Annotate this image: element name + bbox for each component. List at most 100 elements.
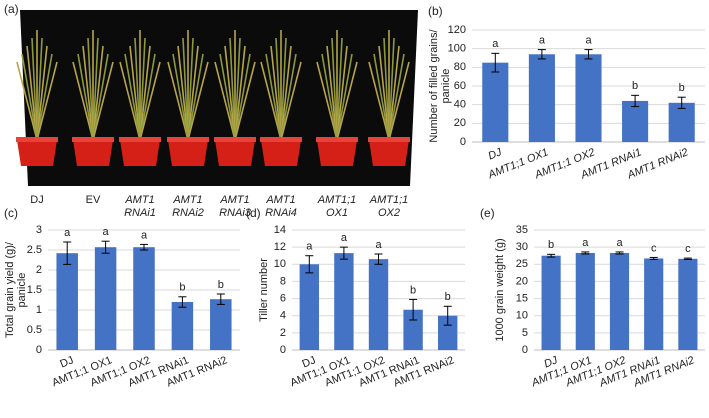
significance-letter: a	[492, 38, 499, 50]
leaf	[219, 53, 236, 141]
leaf	[87, 37, 94, 141]
y-tick-label: 0	[460, 136, 466, 148]
bar	[133, 247, 155, 350]
leaf	[31, 37, 38, 141]
significance-letter: a	[103, 226, 110, 238]
bar	[678, 258, 698, 350]
leaf	[280, 45, 292, 141]
y-tick-label: 6	[280, 292, 286, 304]
significance-letter: a	[585, 35, 592, 47]
y-tick-label: 120	[448, 24, 466, 36]
leaf	[321, 53, 338, 141]
y-tick-label: 60	[454, 80, 466, 92]
y-axis-title: Number of filled grains/	[428, 29, 440, 143]
y-tick-label: 2.5	[27, 244, 42, 256]
y-tick-label: 0	[36, 344, 42, 356]
panel-label: (e)	[480, 206, 495, 220]
pot-rim	[260, 137, 302, 142]
y-tick-label: 12	[274, 241, 286, 253]
leaf	[36, 45, 48, 141]
significance-letter: b	[548, 239, 554, 251]
leaf	[388, 53, 405, 141]
x-tick-label: DJ	[487, 146, 504, 162]
pot	[317, 140, 357, 166]
significance-letter: b	[410, 284, 416, 296]
bar	[94, 247, 117, 350]
significance-letter: b	[679, 82, 685, 94]
leaf	[92, 37, 99, 141]
pot	[261, 140, 301, 166]
leaf	[187, 53, 204, 141]
pot-rim	[72, 137, 114, 142]
leaf	[26, 45, 38, 141]
pot-rim	[368, 137, 410, 142]
pot-rim	[167, 137, 209, 142]
leaf	[92, 53, 109, 141]
y-axis-title: panicle	[16, 273, 28, 308]
x-tick-label: DJ	[58, 354, 75, 370]
y-tick-label: 100	[448, 43, 466, 55]
leaf	[373, 53, 390, 141]
significance-letter: b	[179, 282, 185, 294]
photo-label: AMT1	[219, 194, 249, 206]
y-tick-label: 10	[274, 258, 286, 270]
leaf	[36, 37, 43, 141]
significance-letter: a	[539, 35, 546, 47]
bar	[171, 302, 194, 350]
x-tick-label: DJ	[301, 354, 318, 370]
y-tick-label: 2	[36, 264, 42, 276]
y-tick-label: 2	[280, 327, 286, 339]
bar	[644, 258, 664, 350]
leaf	[378, 45, 390, 141]
leaf	[187, 61, 209, 141]
y-tick-label: 0.5	[27, 324, 42, 336]
leaf	[36, 53, 53, 141]
photo-label: OX2	[378, 207, 400, 219]
leaf	[16, 61, 38, 141]
y-tick-label: 15	[516, 292, 528, 304]
leaf	[336, 37, 343, 141]
significance-letter: a	[141, 229, 148, 241]
y-tick-label: 10	[516, 310, 528, 322]
significance-letter: b	[445, 291, 451, 303]
y-axis-title: panicle	[440, 69, 452, 104]
leaf	[139, 45, 151, 141]
photo-label: RNAi2	[172, 207, 204, 219]
y-tick-label: 40	[454, 99, 466, 111]
bar	[299, 264, 319, 350]
bar	[668, 102, 695, 142]
leaf	[316, 61, 338, 141]
bar	[334, 253, 354, 350]
bar	[575, 252, 595, 350]
bar	[56, 253, 78, 350]
x-tick-label: DJ	[542, 354, 559, 370]
photo-label: AMT1	[265, 194, 295, 206]
leaf	[336, 53, 353, 141]
leaf	[21, 53, 38, 141]
leaf	[139, 37, 146, 141]
pot	[73, 140, 113, 166]
panel-label: (d)	[246, 206, 261, 220]
bar	[575, 54, 602, 143]
leaf	[92, 61, 114, 141]
photo-label: DJ	[30, 194, 43, 206]
leaf	[139, 53, 156, 141]
significance-letter: c	[651, 242, 657, 254]
significance-letter: b	[218, 279, 224, 291]
y-axis-title: 1000 grain weight (g)	[494, 238, 506, 341]
y-tick-label: 5	[522, 327, 528, 339]
y-tick-label: 80	[454, 61, 466, 73]
y-tick-label: 35	[516, 224, 528, 236]
pot-rim	[214, 137, 256, 142]
bar	[368, 259, 389, 350]
leaf	[270, 45, 282, 141]
panel-label: (c)	[4, 206, 18, 220]
significance-letter: c	[685, 243, 691, 255]
leaf	[275, 37, 282, 141]
pot	[369, 140, 409, 166]
leaf	[92, 45, 104, 141]
leaf	[177, 45, 189, 141]
y-tick-label: 1	[36, 304, 42, 316]
leaf	[187, 45, 199, 141]
